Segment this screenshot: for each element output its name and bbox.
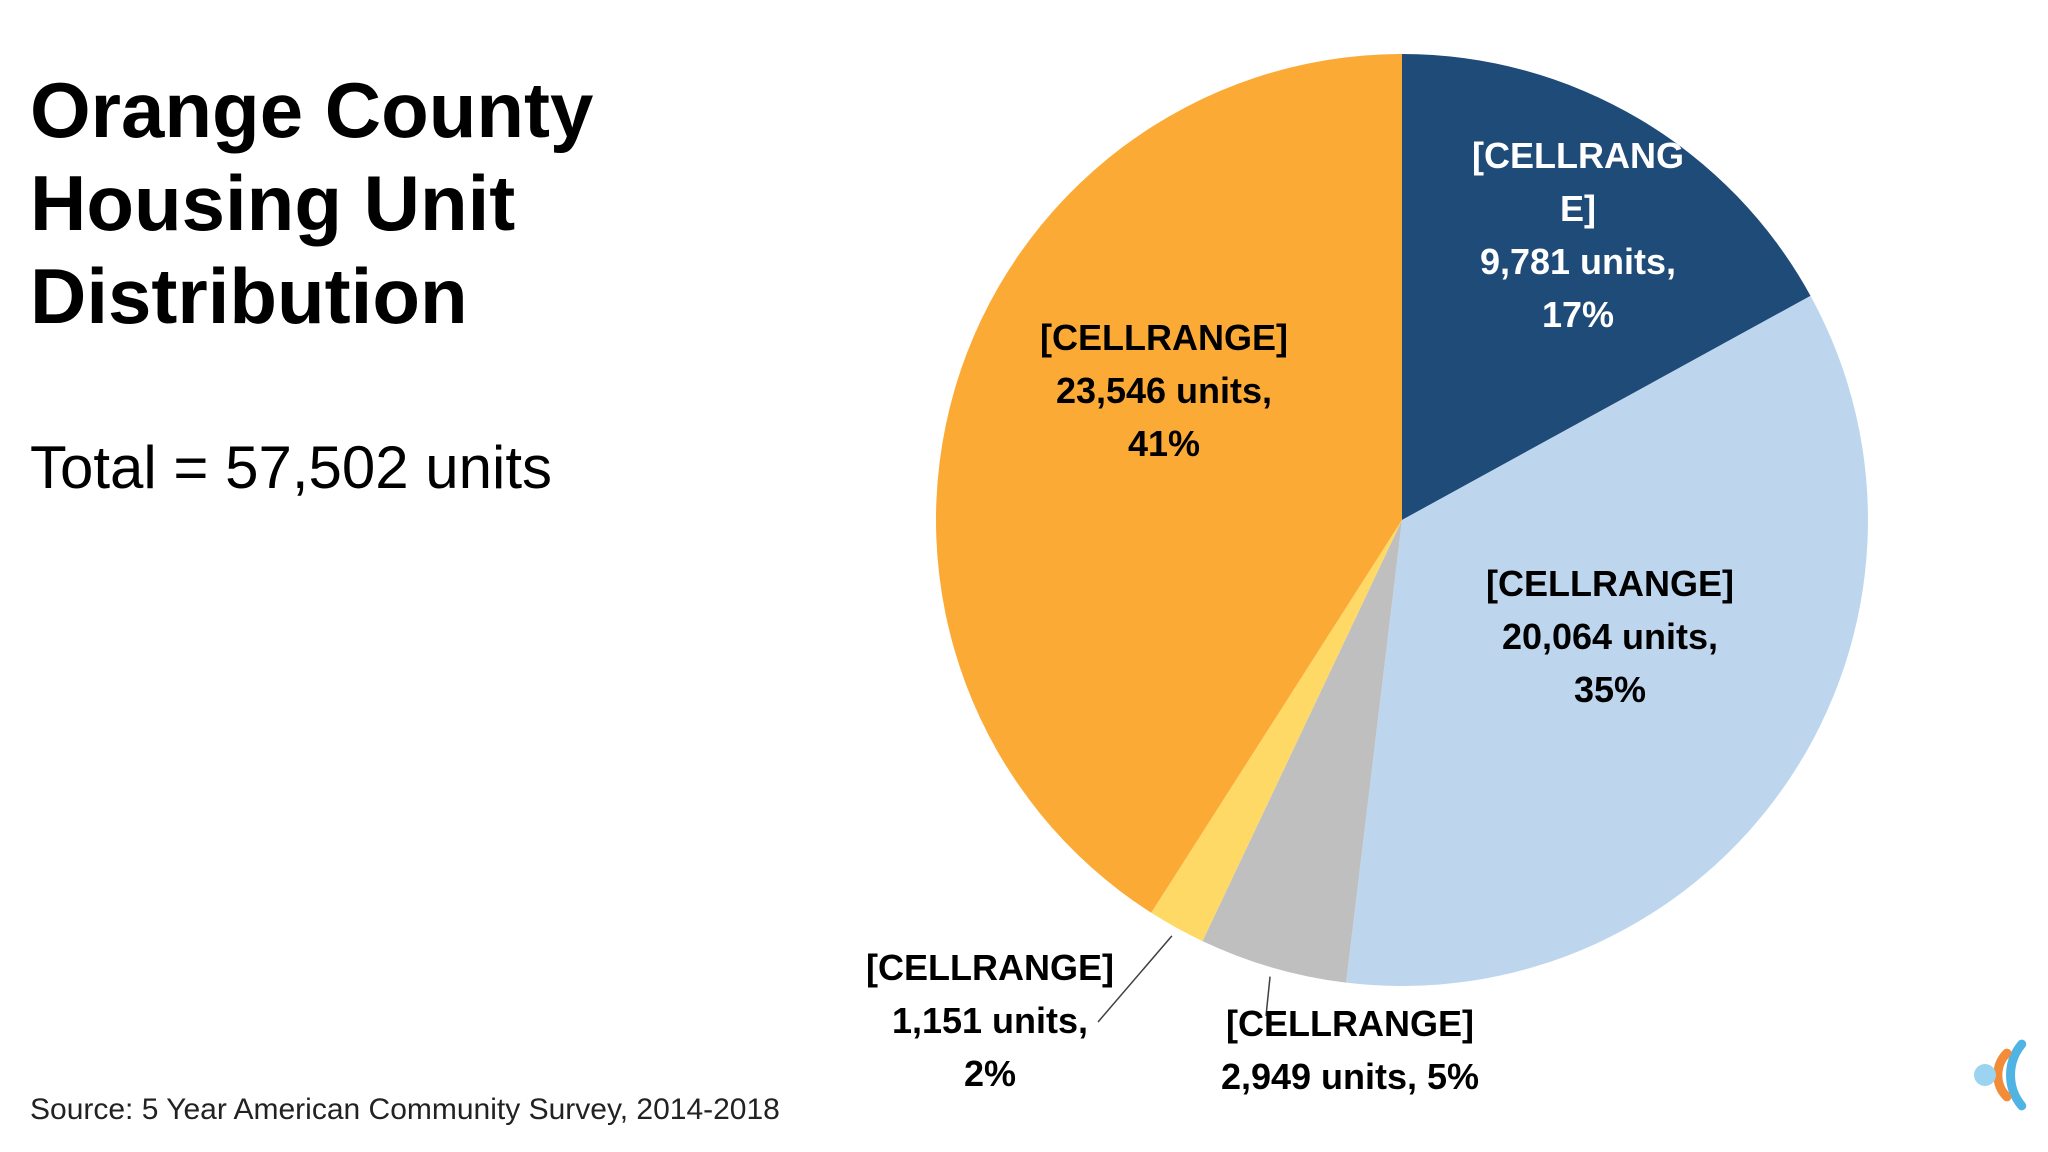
leader-lines bbox=[1097, 935, 1271, 1023]
data-label-1-line-2: E] bbox=[1560, 188, 1596, 229]
data-label-5-line-1: [CELLRANGE] bbox=[1040, 317, 1288, 358]
data-label-5-line-2: 23,546 units, bbox=[1056, 370, 1272, 411]
pie-slice-1 bbox=[1402, 54, 1811, 520]
data-label-4-line-2: 1,151 units, bbox=[892, 1000, 1088, 1041]
data-label-5-line-3: 41% bbox=[1128, 423, 1200, 464]
data-label-5: [CELLRANGE] 23,546 units, 41% bbox=[1040, 317, 1288, 464]
data-label-1: [CELLRANG E] 9,781 units, 17% bbox=[1472, 135, 1684, 335]
data-label-4-line-1: [CELLRANGE] bbox=[866, 947, 1114, 988]
data-label-3: [CELLRANGE] 2,949 units, 5% bbox=[1221, 1003, 1479, 1097]
pie-slice-4 bbox=[1151, 520, 1402, 942]
logo-center-dot bbox=[1974, 1064, 1996, 1086]
leader-line-4 bbox=[1097, 935, 1173, 1023]
pie-slice-2 bbox=[1346, 295, 1869, 986]
data-label-2: [CELLRANGE] 20,064 units, 35% bbox=[1486, 563, 1734, 710]
data-label-4: [CELLRANGE] 1,151 units, 2% bbox=[866, 947, 1114, 1094]
total-units: Total = 57,502 units bbox=[30, 434, 553, 501]
data-label-1-line-1: [CELLRANG bbox=[1472, 135, 1684, 176]
logo-outer-arc bbox=[2006, 1039, 2027, 1111]
slide-title: Orange County Housing Unit Distribution bbox=[30, 66, 594, 340]
source-note: Source: 5 Year American Community Survey… bbox=[30, 1093, 780, 1126]
data-label-1-line-3: 9,781 units, bbox=[1480, 241, 1676, 282]
concentric-c-logo-icon bbox=[1974, 1039, 2027, 1111]
data-label-2-line-1: [CELLRANGE] bbox=[1486, 563, 1734, 604]
data-label-4-line-3: 2% bbox=[964, 1053, 1016, 1094]
data-label-3-line-1: [CELLRANGE] bbox=[1226, 1003, 1474, 1044]
data-label-1-line-4: 17% bbox=[1542, 294, 1614, 335]
pie-slice-3 bbox=[1202, 520, 1402, 983]
data-label-2-line-2: 20,064 units, bbox=[1502, 616, 1718, 657]
data-label-2-line-3: 35% bbox=[1574, 669, 1646, 710]
logo-inner-arc bbox=[1993, 1048, 2012, 1102]
pie-slices bbox=[935, 54, 1869, 986]
leader-line-3 bbox=[1265, 976, 1271, 1017]
pie-slice-5 bbox=[935, 54, 1402, 913]
data-label-3-line-2: 2,949 units, 5% bbox=[1221, 1056, 1479, 1097]
data-labels: [CELLRANG E] 9,781 units, 17%[CELLRANGE] 20,… bbox=[866, 135, 1734, 1097]
